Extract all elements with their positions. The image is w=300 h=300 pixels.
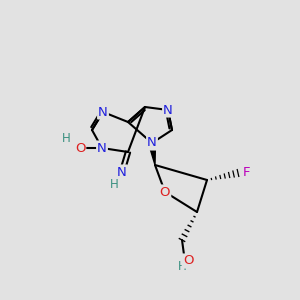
- Polygon shape: [148, 142, 155, 165]
- Text: N: N: [97, 142, 107, 154]
- Text: H: H: [178, 260, 186, 274]
- Text: N: N: [117, 166, 127, 178]
- Text: O: O: [183, 254, 193, 268]
- Text: H: H: [110, 178, 118, 191]
- Text: N: N: [163, 103, 173, 116]
- Text: O: O: [75, 142, 85, 154]
- Text: F: F: [242, 167, 250, 179]
- Text: N: N: [147, 136, 157, 149]
- Text: O: O: [160, 185, 170, 199]
- Text: N: N: [98, 106, 108, 118]
- Text: H: H: [61, 133, 70, 146]
